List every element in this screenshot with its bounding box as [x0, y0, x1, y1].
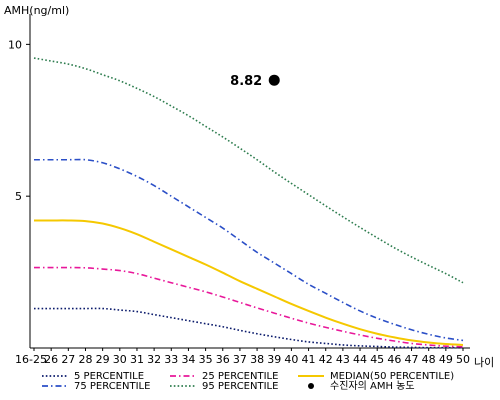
x-tick-label: 31 [130, 353, 144, 366]
legend-item: 75 PERCENTILE [42, 381, 150, 392]
x-tick-label: 34 [181, 353, 195, 366]
x-tick-label: 27 [61, 353, 75, 366]
x-tick-label: 16-25 [15, 353, 47, 366]
legend-label: 75 PERCENTILE [74, 381, 150, 392]
legend: 5 PERCENTILE 25 PERCENTILE MEDIAN(50 PERCE… [42, 371, 454, 392]
x-tick-label: 36 [216, 353, 230, 366]
y-axis-title: AMH(ng/ml) [4, 4, 69, 17]
x-tick-label: 49 [439, 353, 453, 366]
x-tick-label: 37 [233, 353, 247, 366]
legend-label: 95 PERCENTILE [202, 381, 278, 392]
patient-points: 8.82 [230, 74, 280, 89]
x-tick-label: 30 [113, 353, 127, 366]
legend-swatch [308, 383, 314, 389]
x-tick-label: 35 [199, 353, 213, 366]
x-tick-label: 26 [44, 353, 58, 366]
legend-item: 수진자의 AMH 농도 [308, 380, 415, 392]
series-line-median-50-percentile- [33, 219, 464, 346]
legend-label: 25 PERCENTILE [202, 371, 278, 382]
x-tick-label: 41 [302, 353, 316, 366]
x-tick-label: 29 [96, 353, 110, 366]
x-tick-label: 42 [319, 353, 333, 366]
x-tick-label: 32 [147, 353, 161, 366]
series-line-25-percentile [33, 266, 464, 348]
patient-amh-value-label: 8.82 [230, 74, 262, 89]
legend-item: MEDIAN(50 PERCENTILE) [298, 371, 454, 382]
x-tick-label: 44 [353, 353, 367, 366]
legend-item: 95 PERCENTILE [170, 381, 278, 392]
legend-item: 25 PERCENTILE [170, 371, 278, 382]
x-tick-label: 28 [78, 353, 92, 366]
x-tick-label: 47 [405, 353, 419, 366]
series-line-5-percentile [33, 307, 463, 349]
legend-label: 수진자의 AMH 농도 [330, 380, 415, 392]
x-tick-label: 48 [422, 353, 436, 366]
x-tick-label: 45 [370, 353, 384, 366]
x-tick-label: 40 [284, 353, 298, 366]
x-tick-label: 33 [164, 353, 178, 366]
legend-label: 5 PERCENTILE [74, 371, 144, 382]
y-tick-label: 10 [8, 38, 22, 51]
x-tick-label: 39 [267, 353, 281, 366]
series-line-95-percentile [33, 57, 464, 284]
x-tick-label: 43 [336, 353, 350, 366]
series-line-75-percentile [34, 158, 464, 342]
legend-item: 5 PERCENTILE [42, 371, 144, 382]
x-tick-label: 50 [456, 353, 470, 366]
x-tick-label: 38 [250, 353, 264, 366]
patient-amh-point [268, 74, 280, 86]
percentile-curves [33, 57, 464, 349]
x-axis-title: 나이 [474, 356, 494, 369]
y-tick-label: 5 [15, 190, 22, 203]
x-tick-label: 46 [387, 353, 401, 366]
legend-label: MEDIAN(50 PERCENTILE) [330, 371, 454, 382]
